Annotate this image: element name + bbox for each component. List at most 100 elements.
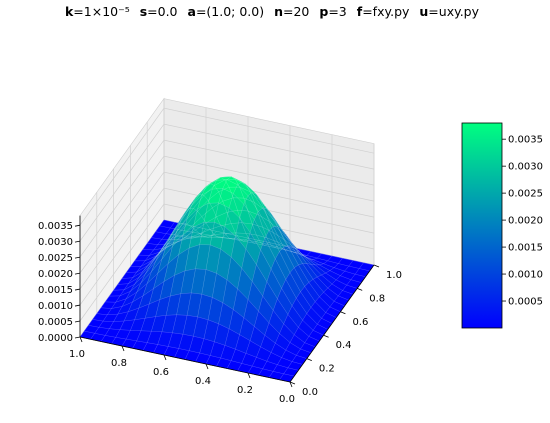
mesh-line xyxy=(109,221,320,342)
colorbar-tick-label: 0.0020 xyxy=(508,216,543,227)
colorbar-tick-label: 0.0010 xyxy=(508,270,543,281)
z-tick-mark xyxy=(74,224,81,227)
param-n-value: =20 xyxy=(283,4,310,19)
param-s-value: =0.0 xyxy=(147,4,178,19)
z-tick-mark xyxy=(74,288,81,291)
grid-z xyxy=(79,187,375,306)
z-tick-label: 0.0030 xyxy=(38,237,73,248)
x-tick-mark xyxy=(247,372,251,379)
mesh-line xyxy=(142,208,228,351)
mesh-line xyxy=(258,258,343,376)
mesh-line xyxy=(195,181,280,362)
y-tick-mark xyxy=(289,381,296,385)
mesh-line xyxy=(163,183,249,356)
y-tick-mark xyxy=(373,264,380,268)
z-tick-label: 0.0000 xyxy=(38,333,73,344)
z-tick-mark xyxy=(74,336,81,339)
mesh-line xyxy=(105,244,316,348)
mesh-line xyxy=(226,226,312,369)
grid-z xyxy=(79,107,375,226)
mesh-line xyxy=(237,245,322,371)
x-tick-mark xyxy=(289,381,293,388)
mesh-line xyxy=(142,210,354,295)
mesh-line xyxy=(134,186,345,307)
mesh-line xyxy=(100,268,312,354)
mesh-line xyxy=(216,207,301,367)
colorbar-tick-label: 0.0025 xyxy=(508,189,543,200)
z-tick-label: 0.0025 xyxy=(38,253,73,264)
y-tick-label: 0.0 xyxy=(302,387,318,398)
z-tick-mark xyxy=(74,304,81,307)
colorbar-tick-label: 0.0030 xyxy=(508,162,543,173)
x-tick-label: 1.0 xyxy=(69,349,85,360)
mesh-line xyxy=(88,325,299,371)
grid-z xyxy=(79,203,375,322)
param-k-key: k xyxy=(64,4,74,19)
mesh-line xyxy=(247,255,333,374)
surface-mesh xyxy=(79,176,375,383)
colorbar-tick-label: 0.0035 xyxy=(508,135,543,146)
mesh-line xyxy=(121,228,207,347)
y-tick-mark xyxy=(306,358,312,361)
z-tick-mark xyxy=(74,240,81,243)
mesh-line xyxy=(268,260,354,378)
mesh-line xyxy=(126,176,337,318)
y-tick-label: 0.2 xyxy=(319,364,335,375)
mesh-line xyxy=(174,177,259,358)
mesh-line xyxy=(111,226,196,344)
mesh-line xyxy=(90,222,175,340)
param-f-value: =fxy.py xyxy=(362,4,410,19)
z-tick-label: 0.0010 xyxy=(38,301,73,312)
chart-title: k=1×10⁻⁵ s=0.0 a=(1.0; 0.0) n=20 p=3 f=f… xyxy=(0,4,550,19)
grid-z xyxy=(79,155,375,274)
mesh-line xyxy=(155,231,366,277)
z-tick-label: 0.0015 xyxy=(38,285,73,296)
x-tick-label: 0.2 xyxy=(237,385,253,396)
x-tick-label: 0.6 xyxy=(153,367,169,378)
y-tick-label: 1.0 xyxy=(386,270,402,281)
colorbar-tick-label: 0.0015 xyxy=(508,243,543,254)
z-tick-label: 0.0020 xyxy=(38,269,73,280)
y-tick-label: 0.8 xyxy=(369,293,385,304)
mesh-line xyxy=(117,188,328,330)
x-tick-label: 0.4 xyxy=(195,376,211,387)
param-u-value: =uxy.py xyxy=(428,4,480,19)
param-a-value: =(1.0; 0.0) xyxy=(195,4,265,19)
x-tick-mark xyxy=(121,345,125,352)
mesh-line xyxy=(159,225,370,272)
z-tick-label: 0.0005 xyxy=(38,317,73,328)
mesh-line xyxy=(184,176,270,360)
param-p-key: p xyxy=(319,4,329,19)
mesh-line xyxy=(205,192,291,365)
mesh-line xyxy=(153,194,238,353)
x-tick-label: 0.8 xyxy=(111,358,127,369)
x-tick-label: 0.0 xyxy=(279,394,295,405)
x-tick-mark xyxy=(163,354,167,361)
z-tick-mark xyxy=(74,272,81,275)
mesh-line xyxy=(151,232,362,283)
param-s-key: s xyxy=(139,4,148,19)
mesh-line xyxy=(121,179,333,324)
grid-z xyxy=(79,139,375,258)
y-tick-label: 0.6 xyxy=(352,317,368,328)
param-u-key: u xyxy=(419,4,429,19)
param-n-key: n xyxy=(274,4,283,19)
mesh-line xyxy=(79,219,165,338)
param-p-value: =3 xyxy=(328,4,347,19)
z-tick-mark xyxy=(74,256,81,259)
param-a-key: a xyxy=(187,4,196,19)
mesh-line xyxy=(138,197,349,301)
mesh-line xyxy=(84,330,295,377)
grid-z xyxy=(79,171,375,290)
colorbar: 0.0005 0.0010 0.0015 0.0020 0.0025 0.0030 0.00… xyxy=(461,122,543,329)
z-tick-label: 0.0035 xyxy=(38,221,73,232)
mesh-line xyxy=(96,292,307,359)
mesh-line xyxy=(130,179,341,313)
colorbar-tick-label: 0.0005 xyxy=(508,297,543,308)
x-tick-mark xyxy=(205,363,209,370)
mesh-line xyxy=(132,222,217,349)
y-tick-mark xyxy=(340,311,346,315)
mesh-line xyxy=(163,219,375,266)
mesh-line xyxy=(279,262,364,380)
